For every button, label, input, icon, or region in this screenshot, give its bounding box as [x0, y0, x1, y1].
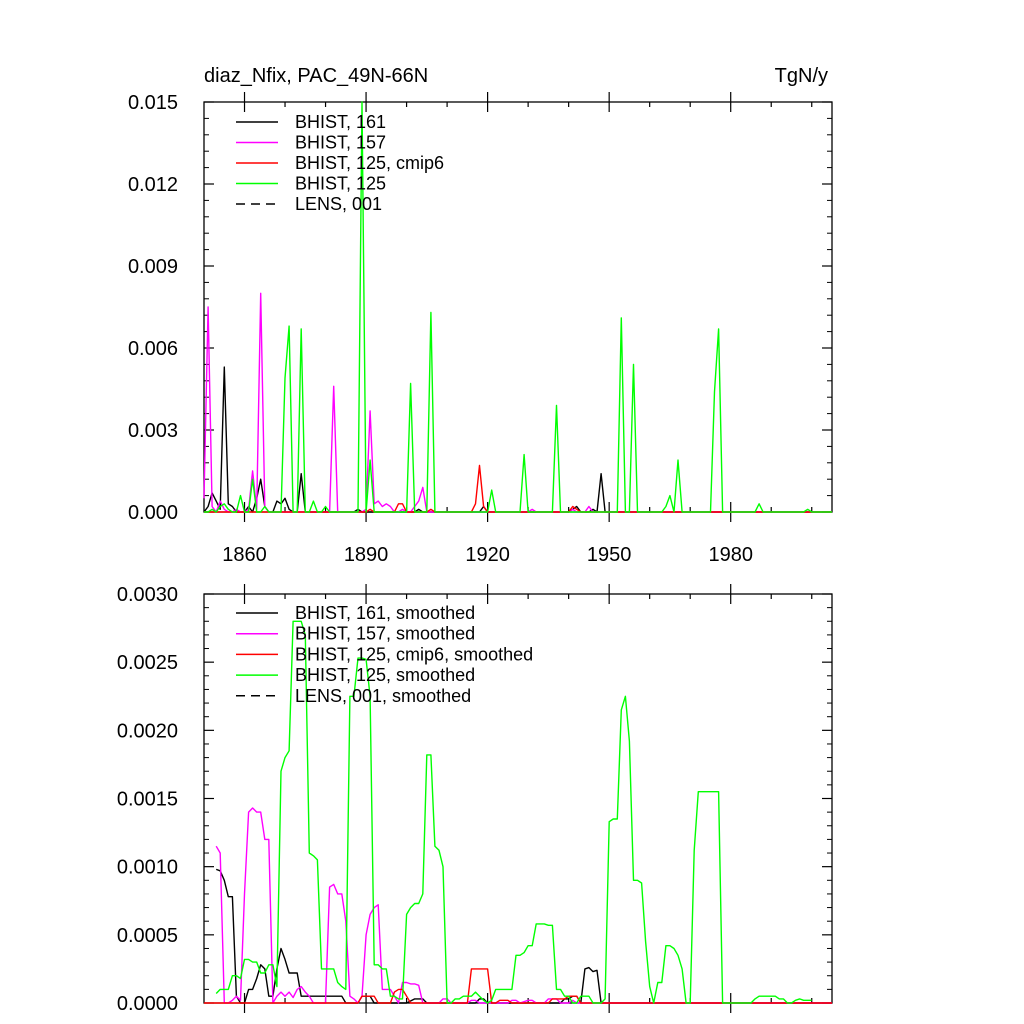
y-tick-label: 0.006: [128, 338, 178, 360]
y-tick-label: 0.0015: [117, 789, 178, 811]
y-tick-label: 0.015: [128, 92, 178, 114]
y-tick-label: 0.0030: [117, 584, 178, 606]
legend-label: LENS, 001: [295, 194, 382, 214]
series-line: [215, 620, 812, 1004]
bottom-panel: 0.0000 0.0005 0.0010 0.0015 0.0020 0.0025 0.00…: [117, 584, 833, 1015]
y-tick-label: 0.0025: [117, 652, 178, 674]
series-line: [215, 868, 832, 1004]
legend-label: BHIST, 125: [295, 174, 386, 194]
y-tick-label: 0.003: [128, 420, 178, 442]
series-line: [204, 101, 832, 513]
x-tick-label: 1950: [587, 544, 632, 566]
x-tick-label: 1920: [465, 544, 510, 566]
legend-label: LENS, 001, smoothed: [295, 686, 471, 706]
legend-label: BHIST, 125, smoothed: [295, 665, 475, 685]
y-tick-label: 0.000: [128, 502, 178, 524]
legend-label: BHIST, 161, smoothed: [295, 603, 475, 623]
y-tick-label: 0.0020: [117, 720, 178, 742]
top-panel: diaz_Nfix, PAC_49N-66N TgN/y 0.000 0.003 0…: [128, 65, 833, 566]
y-tick-label: 0.0010: [117, 857, 178, 879]
legend-label: BHIST, 125, cmip6: [295, 153, 444, 173]
x-tick-label: 1890: [344, 544, 389, 566]
y-tick-label: 0.0005: [117, 925, 178, 947]
units-label: TgN/y: [775, 65, 828, 87]
chart-title: diaz_Nfix, PAC_49N-66N: [204, 65, 428, 87]
legend-label: BHIST, 161: [295, 112, 386, 132]
legend-label: BHIST, 157: [295, 133, 386, 153]
y-tick-label: 0.009: [128, 256, 178, 278]
legend-label: BHIST, 157, smoothed: [295, 624, 475, 644]
series-line: [204, 968, 832, 1004]
x-tick-label: 1860: [222, 544, 267, 566]
y-tick-label: 0.0000: [117, 993, 178, 1015]
x-tick-label: 1980: [708, 544, 753, 566]
y-tick-label: 0.012: [128, 174, 178, 196]
legend-label: BHIST, 125, cmip6, smoothed: [295, 644, 533, 664]
